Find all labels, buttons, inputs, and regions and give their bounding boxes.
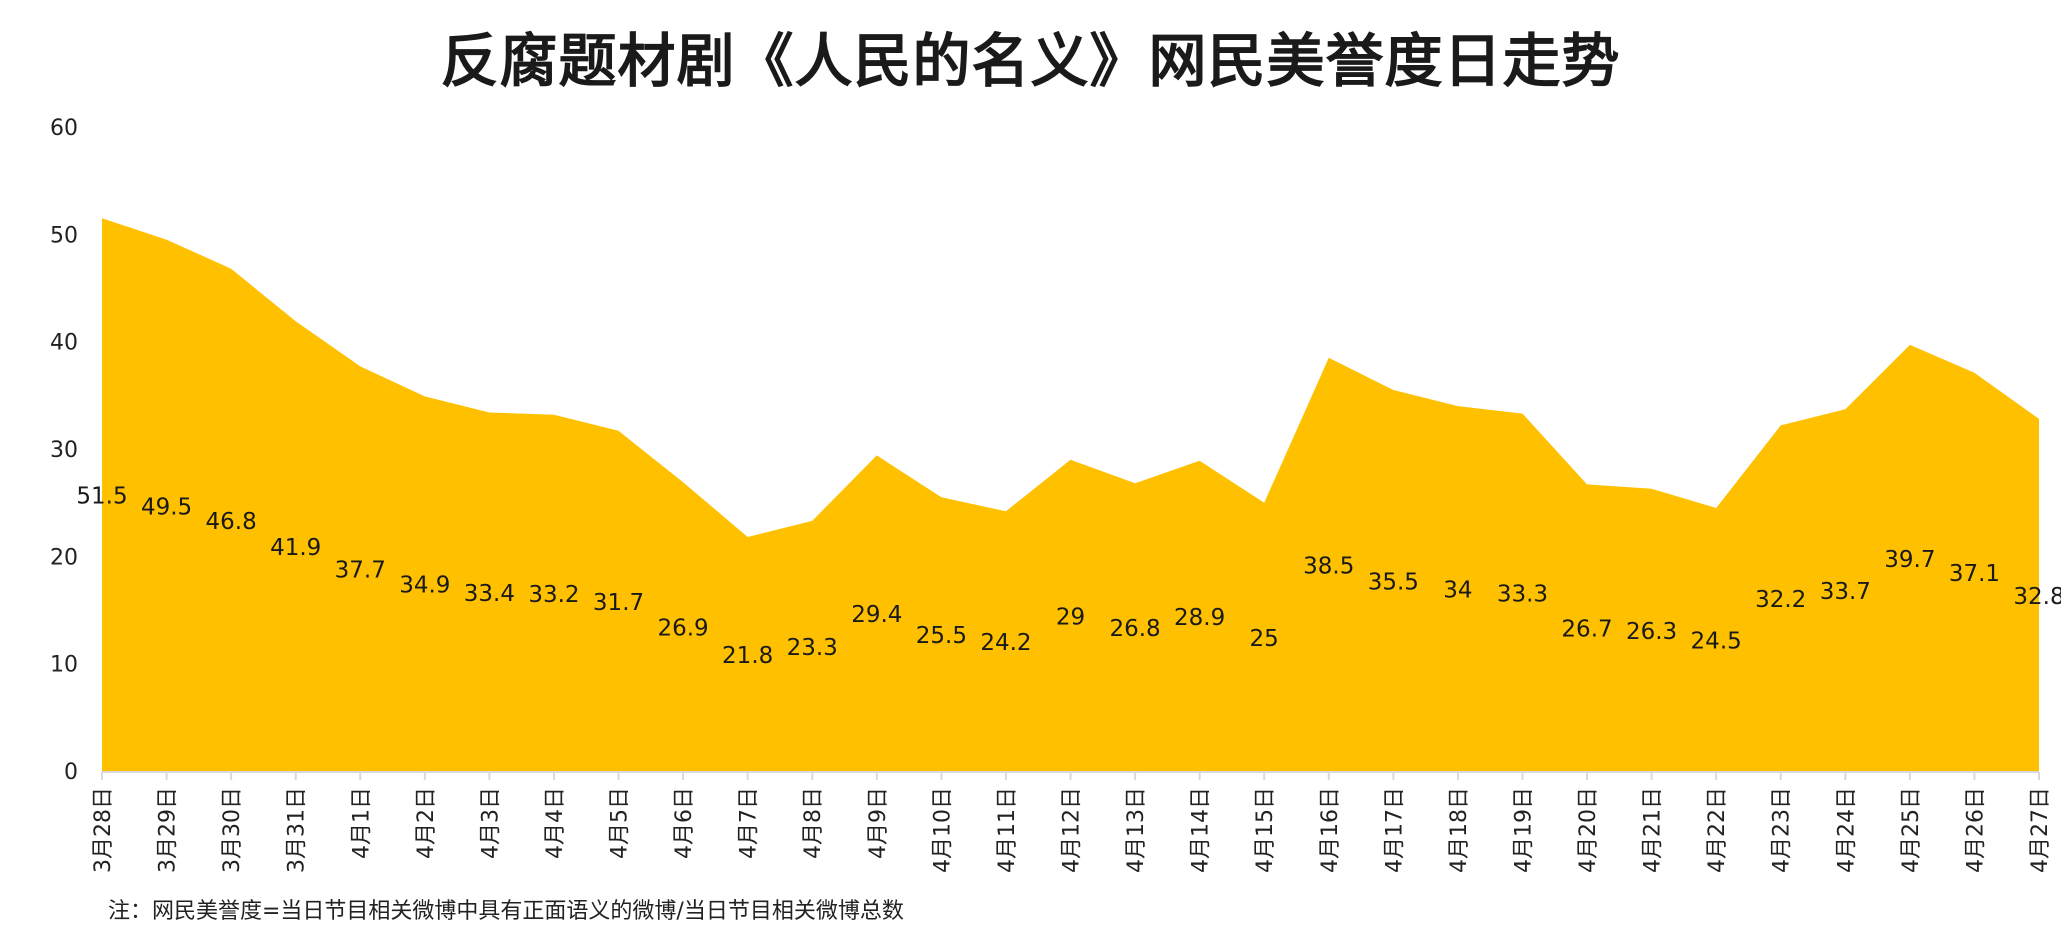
- y-tick-label: 60: [50, 116, 78, 141]
- data-label: 29: [1056, 604, 1085, 630]
- x-tick-label: 4月6日: [672, 787, 697, 859]
- chart-title: 反腐题材剧《人民的名义》网民美誉度日走势: [440, 27, 1621, 95]
- data-label: 41.9: [270, 535, 321, 561]
- data-label: 25.5: [916, 623, 967, 649]
- x-tick-label: 4月15日: [1253, 787, 1278, 873]
- data-label: 37.7: [335, 558, 386, 584]
- data-label: 25: [1250, 626, 1279, 652]
- x-tick-label: 4月8日: [801, 787, 826, 859]
- x-tick-label: 4月2日: [414, 787, 439, 859]
- x-tick-label: 4月11日: [995, 787, 1020, 873]
- data-label: 26.8: [1109, 616, 1160, 642]
- x-tick-label: 4月1日: [349, 787, 374, 859]
- data-label: 33.2: [528, 582, 579, 608]
- y-tick-label: 20: [50, 545, 78, 570]
- y-tick-label: 0: [64, 760, 78, 785]
- x-tick-label: 4月13日: [1124, 787, 1149, 873]
- x-tick-label: 4月17日: [1382, 787, 1407, 873]
- y-tick-label: 30: [50, 438, 78, 463]
- area-series: [102, 218, 2039, 771]
- x-tick-label: 4月14日: [1189, 787, 1214, 873]
- x-tick-label: 3月28日: [91, 787, 116, 873]
- x-tick-label: 3月30日: [220, 787, 245, 873]
- data-label: 33.3: [1497, 581, 1548, 607]
- x-tick-label: 4月18日: [1447, 787, 1472, 873]
- data-labels: 51.5 49.5 46.8 41.9 37.7 34.9 33.4 33.2 31.7 26.9…: [76, 484, 2061, 669]
- data-label: 28.9: [1174, 605, 1225, 631]
- chart-footnote: 注：网民美誉度=当日节目相关微博中具有正面语义的微博/当日节目相关微博总数: [108, 899, 904, 924]
- data-label: 24.2: [980, 630, 1031, 656]
- x-tick-label: 4月16日: [1318, 787, 1343, 873]
- x-axis-tick-labels: 3月28日 3月29日 3月30日 3月31日 4月1日 4月2日 4月3日 4月4日 4月5日…: [91, 787, 2053, 873]
- x-tick-label: 3月31日: [285, 787, 310, 873]
- y-tick-label: 40: [50, 331, 78, 356]
- x-tick-label: 3月29日: [156, 787, 181, 873]
- data-label: 51.5: [76, 484, 127, 510]
- y-tick-label: 10: [50, 653, 78, 678]
- x-tick-label: 4月4日: [543, 787, 568, 859]
- data-label: 26.9: [657, 616, 708, 642]
- data-label: 32.8: [2013, 584, 2061, 610]
- data-label: 23.3: [787, 635, 838, 661]
- x-tick-label: 4月7日: [737, 787, 762, 859]
- x-tick-label: 4月22日: [1705, 787, 1730, 873]
- x-tick-label: 4月25日: [1899, 787, 1924, 873]
- data-label: 26.7: [1561, 617, 1612, 643]
- data-label: 37.1: [1949, 561, 2000, 587]
- x-tick-label: 4月20日: [1576, 787, 1601, 873]
- x-tick-label: 4月21日: [1641, 787, 1666, 873]
- x-axis: [101, 771, 2040, 780]
- x-tick-label: 4月26日: [1963, 787, 1988, 873]
- x-tick-label: 4月12日: [1060, 787, 1085, 873]
- data-label: 35.5: [1368, 569, 1419, 595]
- data-label: 26.3: [1626, 619, 1677, 645]
- data-label: 29.4: [851, 602, 902, 628]
- x-tick-label: 4月23日: [1770, 787, 1795, 873]
- data-label: 33.4: [464, 581, 515, 607]
- area-fill: [102, 218, 2039, 771]
- x-tick-label: 4月27日: [2028, 787, 2053, 873]
- data-label: 33.7: [1820, 579, 1871, 605]
- x-tick-label: 4月5日: [608, 787, 633, 859]
- data-label: 31.7: [593, 590, 644, 616]
- x-tick-label: 4月3日: [478, 787, 503, 859]
- data-label: 32.2: [1755, 587, 1806, 613]
- data-label: 39.7: [1884, 547, 1935, 573]
- data-label: 24.5: [1691, 629, 1742, 655]
- x-tick-label: 4月19日: [1511, 787, 1536, 873]
- data-label: 34.9: [399, 573, 450, 599]
- x-tick-label: 4月24日: [1834, 787, 1859, 873]
- data-label: 46.8: [206, 509, 257, 535]
- data-label: 49.5: [141, 494, 192, 520]
- data-label: 34: [1443, 578, 1472, 604]
- data-label: 21.8: [722, 643, 773, 669]
- y-axis-tick-labels: 0 10 20 30 40 50 60: [50, 116, 78, 785]
- y-tick-label: 50: [50, 223, 78, 248]
- data-label: 38.5: [1303, 553, 1354, 579]
- x-tick-label: 4月9日: [866, 787, 891, 859]
- x-tick-label: 4月10日: [930, 787, 955, 873]
